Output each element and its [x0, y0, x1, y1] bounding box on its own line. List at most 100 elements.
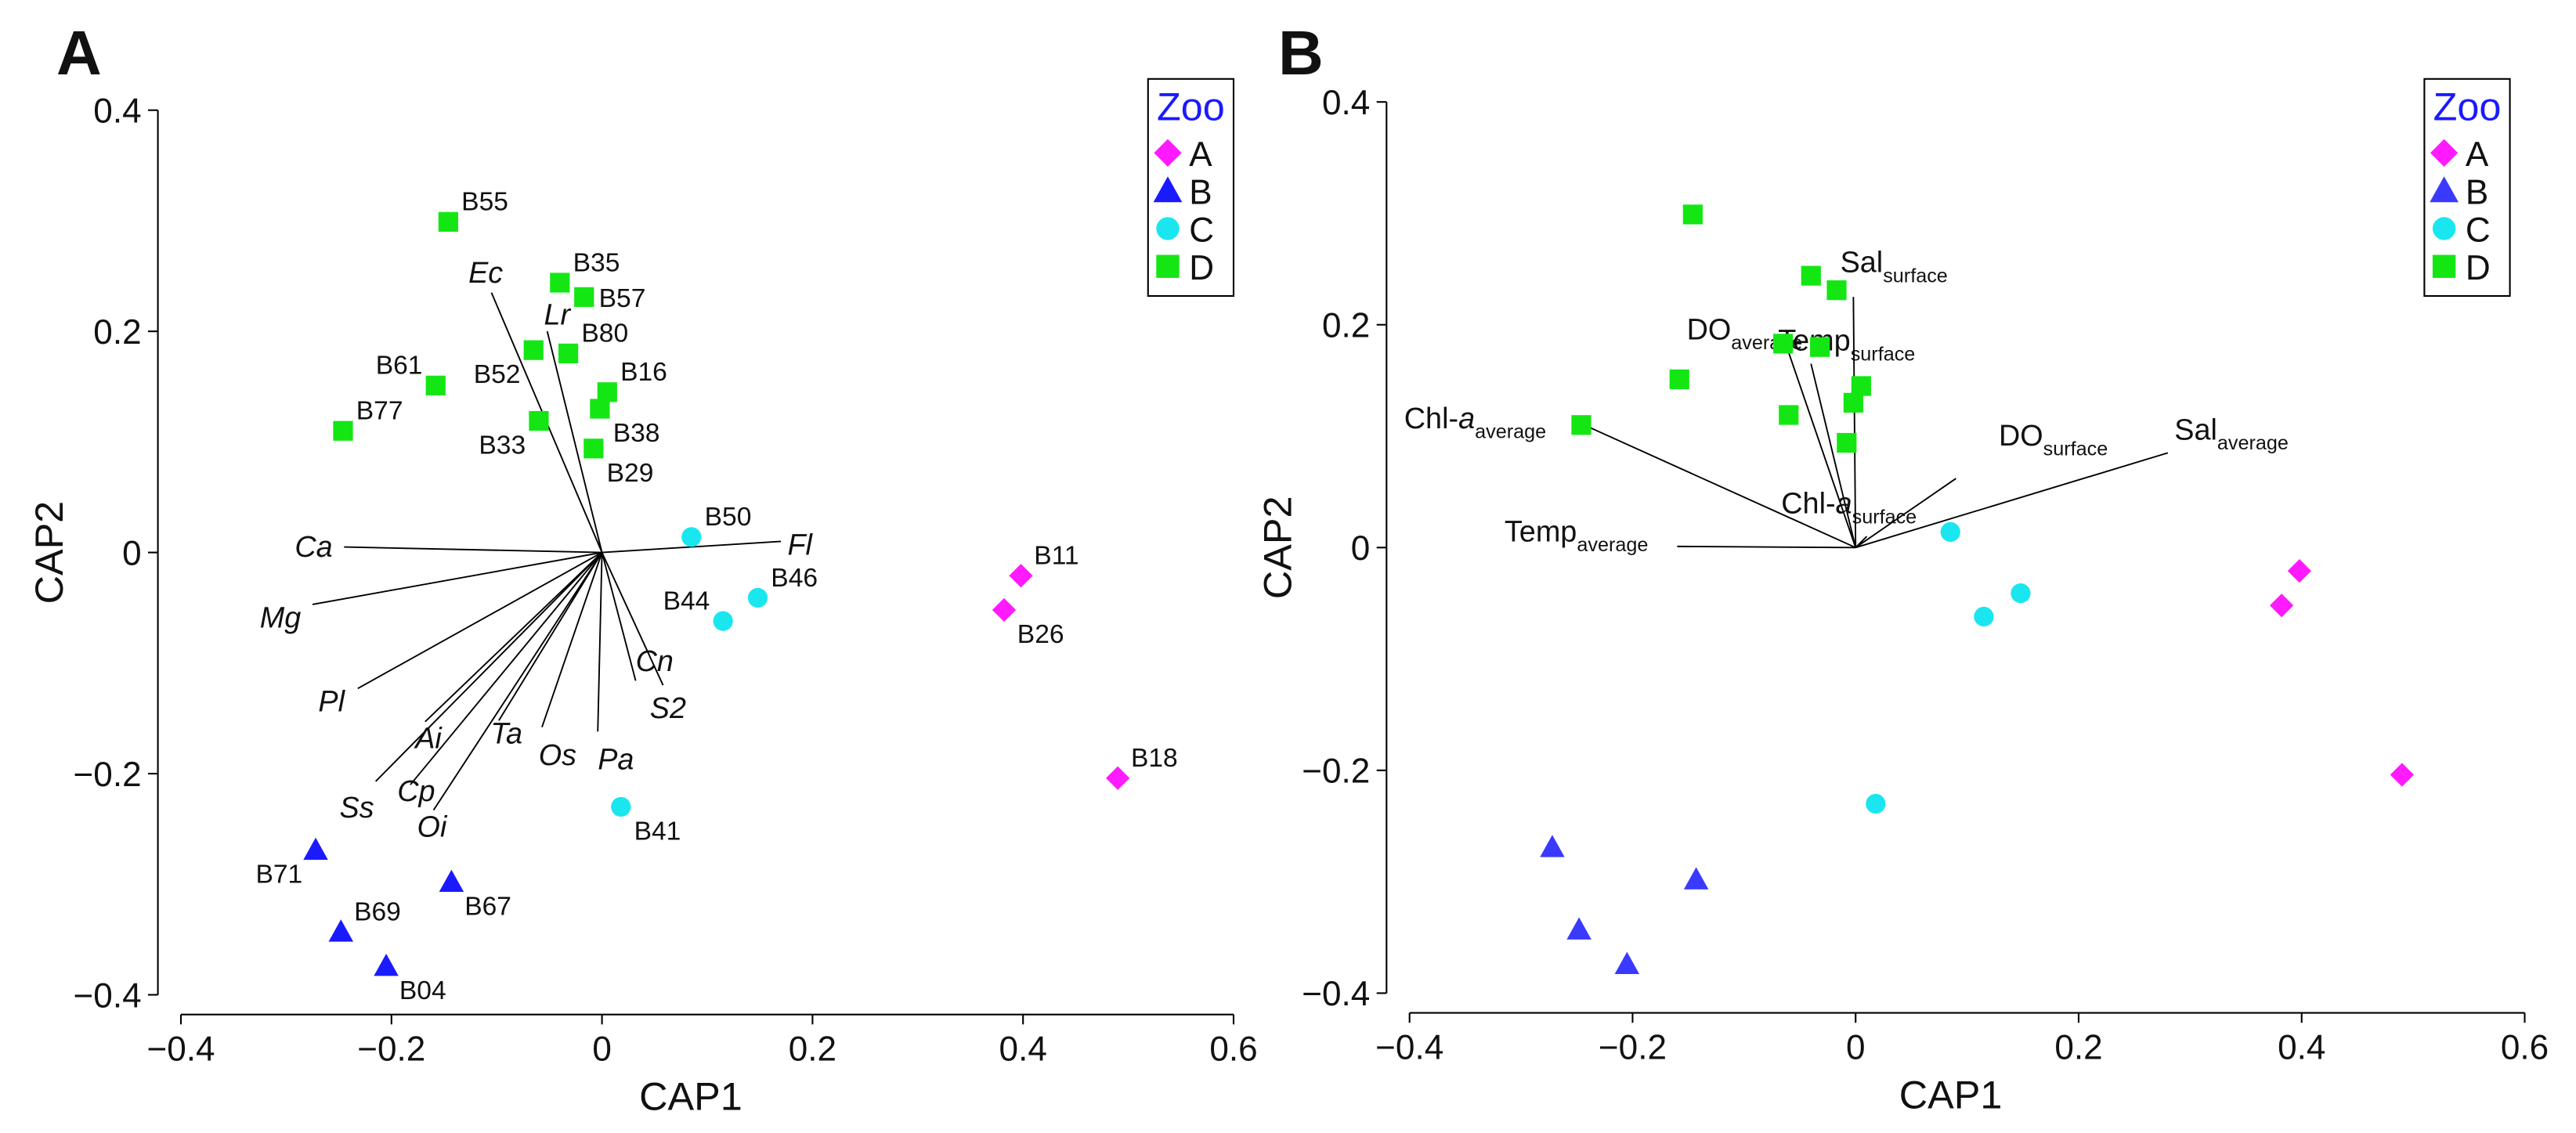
legend-marker-a	[2430, 139, 2459, 167]
vector-line	[1852, 297, 1857, 548]
point-label: B71	[255, 860, 302, 889]
vector-label: Tempsurface	[1778, 325, 1915, 366]
vector-label: Salaverage	[2174, 414, 2289, 455]
legend-entry-label: C	[1189, 211, 1214, 250]
point-b	[374, 954, 399, 976]
point-label: B41	[634, 817, 681, 846]
x-tick-label: 0.2	[2054, 1028, 2102, 1066]
vector-line	[602, 540, 782, 554]
vector-label: Pl	[318, 686, 345, 719]
vector-line	[1576, 420, 1856, 549]
vector-label-subscript: average	[1577, 534, 1648, 556]
point-d	[583, 438, 604, 459]
vector-label-italic: a	[1458, 402, 1475, 435]
vector-label-subscript: average	[2217, 432, 2289, 454]
vector-line	[541, 552, 603, 728]
point-d	[1773, 334, 1794, 354]
x-tick-label: −0.4	[146, 1030, 215, 1068]
x-axis-title: CAP1	[639, 1073, 742, 1118]
point-c	[747, 587, 768, 608]
vector-label: Lr	[544, 299, 572, 332]
vector-label-subscript: surface	[2043, 438, 2108, 460]
point-label: B38	[613, 419, 660, 448]
plot-area-b: 0.4 0.2 0 −0.2 −0.4−0.4 −0.2 0 0.2 0.4 0.6 CAP1 CAP…	[1255, 78, 2549, 1117]
vector-label: Chl-asurface	[1781, 488, 1917, 529]
vector-line	[374, 551, 603, 782]
vector-label-main: Chl-	[1781, 488, 1835, 521]
vector-label: Cn	[636, 645, 674, 678]
point-label: B18	[1131, 744, 1178, 773]
vector-line	[546, 330, 603, 553]
point-d	[1801, 265, 1821, 286]
point-label: B61	[376, 352, 423, 381]
vector-line	[312, 551, 602, 605]
point-a	[1009, 564, 1033, 588]
legend-title: Zoo	[2433, 84, 2502, 128]
vector-line	[601, 552, 664, 686]
x-axis-title: CAP1	[1899, 1072, 2003, 1117]
point-label: B35	[573, 248, 620, 277]
point-c	[713, 611, 733, 631]
legend-entry-label: A	[1189, 135, 1212, 174]
legend-entry-label: B	[2466, 173, 2488, 211]
x-tick-label: 0.4	[2278, 1028, 2325, 1066]
point-b	[439, 869, 464, 893]
x-tick-label: 0.6	[2501, 1028, 2549, 1066]
y-tick-label: 0.4	[93, 92, 141, 130]
point-a	[1106, 766, 1130, 790]
vector-label-main: Temp	[1505, 516, 1577, 549]
point-d	[438, 211, 458, 232]
point-label: B33	[479, 431, 526, 460]
point-c	[1940, 521, 1960, 542]
legend-marker-c	[2432, 217, 2456, 240]
point-d	[558, 343, 579, 363]
point-d	[1571, 415, 1591, 435]
point-b	[1614, 951, 1640, 975]
vector-line	[498, 552, 603, 721]
point-d	[1779, 405, 1799, 425]
legend-entry-label: D	[2466, 249, 2491, 287]
point-a	[2269, 594, 2294, 618]
vector-line	[601, 552, 637, 681]
point-d	[1669, 369, 1689, 390]
x-tick-label: −0.2	[357, 1030, 425, 1068]
point-d	[597, 382, 617, 402]
point-c	[681, 527, 702, 547]
point-d	[574, 287, 594, 307]
point-c	[1974, 606, 1994, 627]
legend-marker-d	[1156, 254, 1180, 278]
point-label: B44	[663, 586, 710, 615]
point-label: B11	[1034, 542, 1078, 571]
point-b	[1540, 835, 1565, 857]
vector-label: Fl	[787, 529, 813, 561]
y-tick-label: 0	[1351, 529, 1371, 568]
y-tick-label: 0.2	[93, 313, 141, 352]
point-label: B52	[474, 360, 521, 389]
x-tick-label: 0	[1846, 1028, 1866, 1066]
x-tick-label: 0.6	[1209, 1030, 1257, 1068]
point-a	[992, 597, 1017, 622]
y-tick-label: −0.2	[1302, 752, 1370, 791]
vector-label: Oi	[417, 810, 448, 843]
y-tick-label: −0.4	[74, 976, 142, 1015]
y-tick-label: 0.4	[1322, 84, 1370, 122]
vector-label: Ec	[468, 257, 503, 290]
y-tick-label: −0.4	[1302, 975, 1370, 1013]
point-label: B26	[1017, 620, 1064, 649]
vector-label-italic: a	[1836, 488, 1852, 521]
panel-a: A 0.4 0.2 0 −0.2 −0.4−0.4 −0.2 0 0.2 0.4 0.6 CAP1 C…	[27, 18, 1258, 1119]
legend-marker-d	[2432, 254, 2456, 278]
vector-label-main: DO	[1687, 314, 1732, 347]
panel-b: B 0.4 0.2 0 −0.2 −0.4−0.4 −0.2 0 0.2 0.4 0.6 CAP1 C…	[1255, 18, 2549, 1117]
legend-marker-c	[1156, 217, 1180, 240]
vector-label-subscript: surface	[1851, 343, 1916, 365]
point-label: B80	[581, 319, 628, 348]
point-label: B50	[705, 503, 752, 532]
vector-label-subscript: surface	[1883, 265, 1948, 287]
y-tick-label: 0	[122, 534, 142, 572]
plot-area-a: 0.40.20−0.2−0.4−0.4 −0.2 0 0.2 0.4 0.6CAP1CAP…	[27, 78, 1258, 1119]
vector-label: DOsurface	[1999, 420, 2108, 460]
x-tick-label: 0.2	[789, 1030, 836, 1068]
